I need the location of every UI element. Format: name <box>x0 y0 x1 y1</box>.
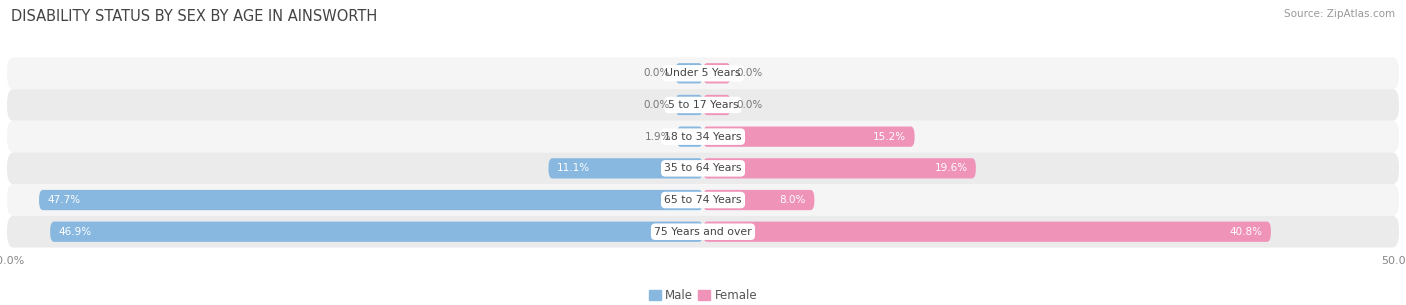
Legend: Male, Female: Male, Female <box>644 284 762 305</box>
Text: Under 5 Years: Under 5 Years <box>665 68 741 78</box>
FancyBboxPatch shape <box>703 63 731 84</box>
FancyBboxPatch shape <box>676 127 703 147</box>
FancyBboxPatch shape <box>39 190 703 210</box>
FancyBboxPatch shape <box>51 221 703 242</box>
FancyBboxPatch shape <box>7 89 1399 121</box>
Text: 0.0%: 0.0% <box>644 68 669 78</box>
FancyBboxPatch shape <box>675 63 703 84</box>
Text: 1.9%: 1.9% <box>644 132 671 142</box>
FancyBboxPatch shape <box>703 158 976 178</box>
Text: 15.2%: 15.2% <box>873 132 907 142</box>
Text: 0.0%: 0.0% <box>644 100 669 110</box>
FancyBboxPatch shape <box>703 190 814 210</box>
Text: 0.0%: 0.0% <box>737 100 762 110</box>
Text: 11.1%: 11.1% <box>557 163 591 173</box>
FancyBboxPatch shape <box>7 121 1399 152</box>
FancyBboxPatch shape <box>7 57 1399 89</box>
Text: 46.9%: 46.9% <box>59 227 91 237</box>
Text: 18 to 34 Years: 18 to 34 Years <box>664 132 742 142</box>
FancyBboxPatch shape <box>7 152 1399 184</box>
FancyBboxPatch shape <box>7 184 1399 216</box>
Text: 47.7%: 47.7% <box>48 195 80 205</box>
FancyBboxPatch shape <box>548 158 703 178</box>
Text: 8.0%: 8.0% <box>780 195 806 205</box>
Text: 0.0%: 0.0% <box>737 68 762 78</box>
FancyBboxPatch shape <box>675 95 703 115</box>
FancyBboxPatch shape <box>703 127 914 147</box>
Text: 75 Years and over: 75 Years and over <box>654 227 752 237</box>
Text: DISABILITY STATUS BY SEX BY AGE IN AINSWORTH: DISABILITY STATUS BY SEX BY AGE IN AINSW… <box>11 9 377 24</box>
Text: 65 to 74 Years: 65 to 74 Years <box>664 195 742 205</box>
Text: 5 to 17 Years: 5 to 17 Years <box>668 100 738 110</box>
Text: 35 to 64 Years: 35 to 64 Years <box>664 163 742 173</box>
FancyBboxPatch shape <box>703 95 731 115</box>
FancyBboxPatch shape <box>703 221 1271 242</box>
Text: 40.8%: 40.8% <box>1230 227 1263 237</box>
FancyBboxPatch shape <box>7 216 1399 248</box>
Text: 19.6%: 19.6% <box>935 163 967 173</box>
Text: Source: ZipAtlas.com: Source: ZipAtlas.com <box>1284 9 1395 19</box>
